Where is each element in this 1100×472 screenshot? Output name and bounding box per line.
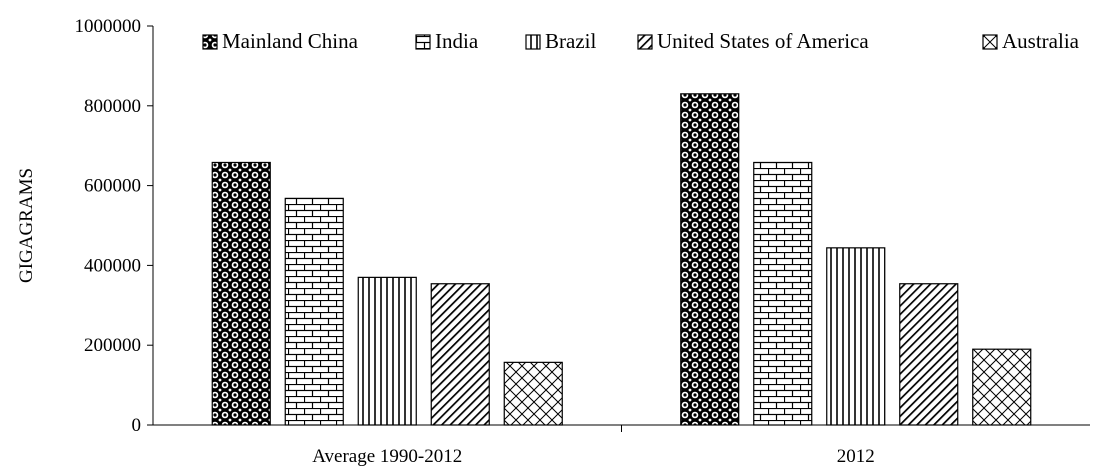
y-tick-label: 1000000 (75, 16, 142, 37)
bar-india-0 (284, 197, 344, 426)
legend-label: Australia (1002, 29, 1080, 53)
y-tick-label: 200000 (84, 335, 141, 356)
y-tick-label: 600000 (84, 176, 141, 197)
y-tick-label: 0 (132, 415, 142, 436)
legend-swatch (525, 34, 541, 50)
y-tick-label: 800000 (84, 96, 141, 117)
bar-united-states-of-america-0 (430, 283, 490, 426)
x-category-label: Average 1990-2012 (312, 446, 462, 467)
bar-mainland-china-0 (211, 161, 271, 426)
legend-swatch (637, 34, 653, 50)
bar-australia-0 (503, 361, 563, 426)
bar-united-states-of-america-1 (899, 283, 959, 426)
legend-swatch (415, 34, 431, 50)
legend-swatch (202, 34, 218, 50)
y-tick-label: 400000 (84, 255, 141, 276)
bar-india-1 (753, 161, 813, 426)
legend-swatch (982, 34, 998, 50)
legend-label: Mainland China (222, 29, 359, 53)
bar-australia-1 (972, 348, 1032, 426)
x-category-label: 2012 (837, 446, 875, 467)
legend-label: Brazil (545, 29, 596, 53)
y-axis-title: GIGAGRAMS (16, 168, 37, 283)
bar-brazil-1 (826, 247, 886, 426)
bar-brazil-0 (357, 276, 417, 426)
legend-label: United States of America (657, 29, 869, 53)
bar-mainland-china-1 (680, 93, 740, 426)
legend-label: India (435, 29, 479, 53)
